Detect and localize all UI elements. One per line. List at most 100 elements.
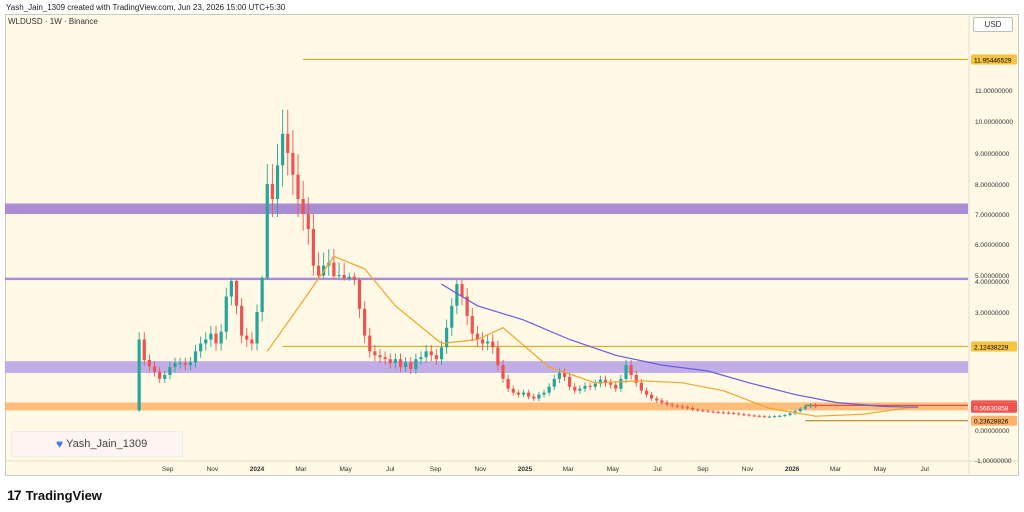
candle[interactable] [434,355,438,360]
candle[interactable] [619,378,623,389]
candle[interactable] [204,339,208,344]
candle[interactable] [316,265,321,276]
candle[interactable] [624,365,628,379]
candle[interactable] [532,396,536,399]
candle[interactable] [516,392,520,395]
candle[interactable] [383,357,387,360]
candle[interactable] [229,281,233,297]
candle[interactable] [465,296,469,316]
candle[interactable] [511,388,515,393]
candle[interactable] [378,355,382,358]
candle[interactable] [721,412,725,414]
candle[interactable] [747,414,751,416]
candle[interactable] [711,411,715,413]
candle[interactable] [814,404,818,407]
candle[interactable] [332,262,336,277]
candle[interactable] [614,384,618,389]
candle[interactable] [147,359,151,367]
candle[interactable] [373,351,377,356]
candle[interactable] [726,412,731,414]
candle[interactable] [306,214,310,229]
candle[interactable] [445,327,449,348]
candle[interactable] [219,331,223,344]
currency-selector[interactable]: USD [973,17,1013,32]
candle[interactable] [665,402,669,405]
candle[interactable] [767,416,772,418]
candle[interactable] [193,351,198,363]
candle[interactable] [588,385,592,387]
candle[interactable] [773,416,777,418]
candle[interactable] [644,390,649,395]
candle[interactable] [491,341,495,348]
candle[interactable] [363,308,367,336]
candle[interactable] [634,374,638,383]
candle[interactable] [537,394,541,399]
tradingview-logo[interactable]: 17 TradingView [7,487,102,503]
candle[interactable] [398,359,403,368]
candle[interactable] [470,315,474,334]
candle[interactable] [562,372,567,377]
candle[interactable] [521,392,526,395]
candle[interactable] [685,407,690,409]
candle[interactable] [752,415,756,417]
candle[interactable] [701,410,705,412]
candle[interactable] [224,296,228,332]
candle[interactable] [578,388,582,391]
candle[interactable] [388,359,392,364]
candle[interactable] [762,416,766,418]
candle[interactable] [552,378,556,387]
candle[interactable] [706,410,710,412]
candle[interactable] [568,376,572,387]
candle[interactable] [275,165,280,199]
candle[interactable] [173,363,177,368]
candle[interactable] [798,408,802,412]
candle[interactable] [240,305,244,336]
candle[interactable] [675,405,679,407]
candle[interactable] [475,333,479,340]
candle[interactable] [808,404,813,407]
candle[interactable] [680,406,684,408]
candle[interactable] [183,363,187,366]
candle[interactable] [260,278,264,312]
candle[interactable] [480,339,485,344]
candle[interactable] [255,312,259,344]
candle[interactable] [783,415,787,417]
candle[interactable] [670,404,674,406]
candle[interactable] [429,351,433,356]
candle[interactable] [152,366,157,372]
candle[interactable] [234,281,239,306]
candle[interactable] [214,333,218,344]
candle[interactable] [506,378,510,389]
candle[interactable] [757,415,761,417]
candle[interactable] [629,365,633,375]
candle[interactable] [527,392,531,397]
candle[interactable] [414,359,418,370]
candle[interactable] [639,382,643,391]
candle[interactable] [496,347,500,366]
candle[interactable] [732,413,736,415]
candle[interactable] [609,382,613,385]
candle[interactable] [593,383,597,387]
candle[interactable] [696,409,700,411]
candle[interactable] [404,362,408,368]
candle[interactable] [455,284,459,306]
candle[interactable] [424,351,428,358]
candle[interactable] [501,365,505,379]
candle[interactable] [352,276,356,280]
candle[interactable] [547,386,551,393]
chart-svg[interactable]: 11.00000000 10.00000000 9.00000000 8.000000… [5,14,1019,476]
candle[interactable] [419,357,423,360]
candle[interactable] [342,275,346,279]
candle[interactable] [296,174,300,199]
candle[interactable] [460,284,464,297]
candle[interactable] [716,411,720,413]
candle[interactable] [337,275,341,277]
candle[interactable] [142,339,146,360]
candle[interactable] [168,367,172,375]
candle[interactable] [311,229,315,266]
candle[interactable] [655,398,659,401]
candle[interactable] [250,339,254,344]
candle[interactable] [557,372,561,379]
candle[interactable] [291,153,295,175]
candle[interactable] [178,363,182,365]
